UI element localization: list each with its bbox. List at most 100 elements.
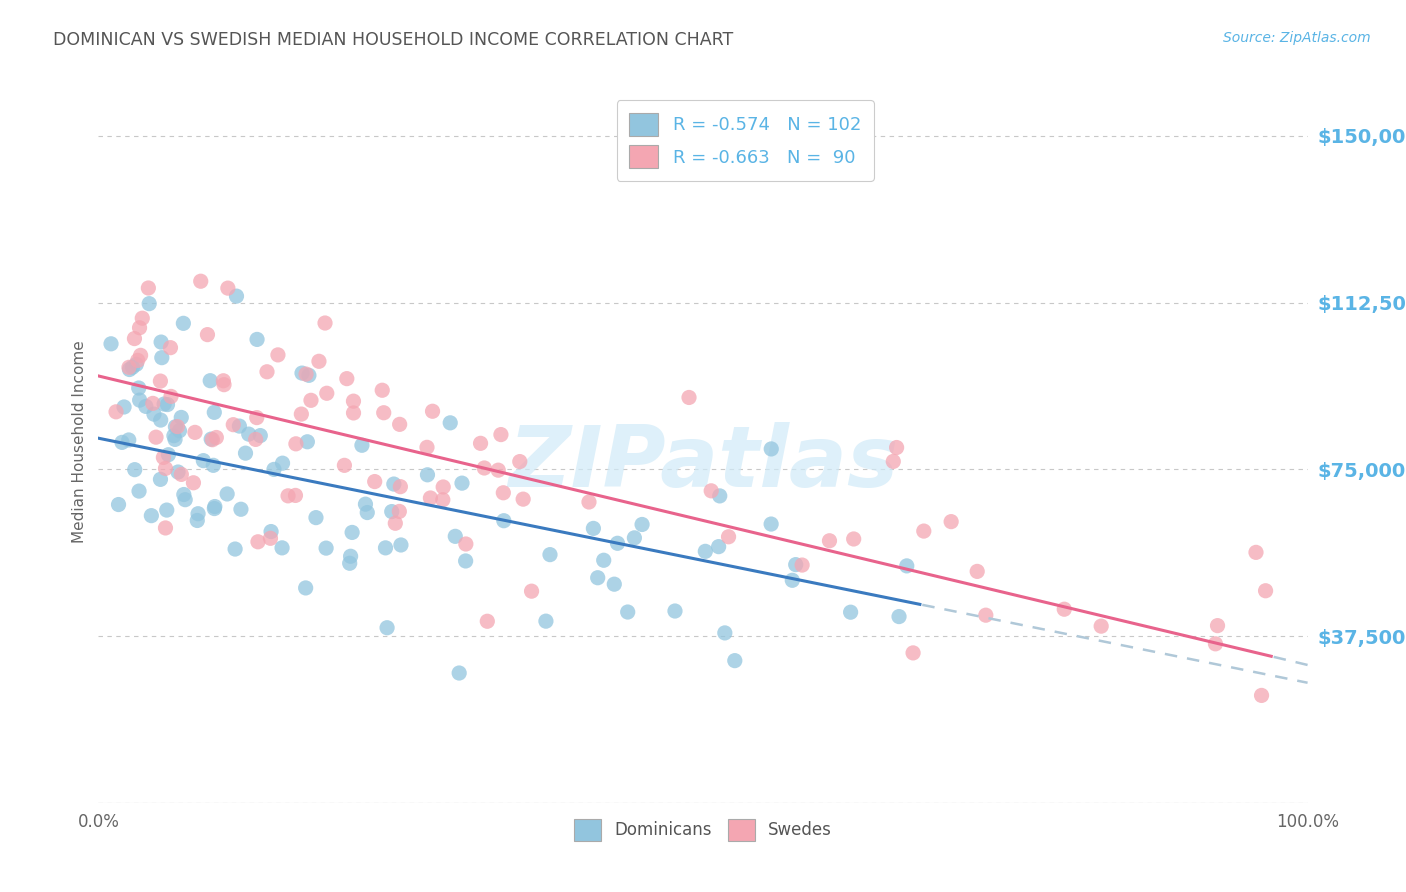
Point xyxy=(534,614,557,628)
Point xyxy=(124,332,146,346)
Point xyxy=(382,477,405,491)
Point xyxy=(201,433,224,447)
Point xyxy=(193,453,215,467)
Point xyxy=(695,544,717,558)
Point xyxy=(156,503,179,517)
Point xyxy=(118,360,141,375)
Point xyxy=(291,366,314,380)
Point xyxy=(782,574,804,588)
Point xyxy=(308,354,330,368)
Point xyxy=(818,533,841,548)
Point xyxy=(205,430,228,444)
Point xyxy=(212,374,235,388)
Point xyxy=(339,549,361,564)
Point xyxy=(212,377,235,392)
Point xyxy=(284,437,307,451)
Point xyxy=(271,541,294,555)
Point xyxy=(419,491,441,505)
Point xyxy=(509,454,531,468)
Point xyxy=(578,495,600,509)
Point xyxy=(1204,637,1226,651)
Point xyxy=(305,510,328,524)
Point xyxy=(124,463,146,477)
Point xyxy=(586,571,609,585)
Point xyxy=(388,417,411,432)
Point xyxy=(371,383,394,397)
Point xyxy=(163,428,186,442)
Point xyxy=(277,489,299,503)
Point xyxy=(356,506,378,520)
Point xyxy=(315,541,337,555)
Point xyxy=(538,548,561,562)
Point xyxy=(939,515,962,529)
Point xyxy=(202,405,225,419)
Point xyxy=(105,405,128,419)
Point xyxy=(631,517,654,532)
Point xyxy=(439,416,461,430)
Point xyxy=(100,336,122,351)
Point xyxy=(200,432,222,446)
Point xyxy=(142,396,165,410)
Point xyxy=(486,463,509,477)
Point xyxy=(887,609,910,624)
Point xyxy=(184,425,207,440)
Point xyxy=(121,360,143,375)
Point xyxy=(295,367,318,381)
Point xyxy=(202,501,225,516)
Point xyxy=(472,461,495,475)
Point xyxy=(350,438,373,452)
Point xyxy=(156,398,179,412)
Point xyxy=(339,556,361,570)
Point xyxy=(284,488,307,502)
Point xyxy=(389,538,412,552)
Point xyxy=(454,554,477,568)
Point xyxy=(187,507,209,521)
Point xyxy=(512,492,534,507)
Point xyxy=(432,492,454,507)
Point xyxy=(294,581,316,595)
Point xyxy=(246,333,269,347)
Point xyxy=(422,404,444,418)
Point xyxy=(170,467,193,482)
Point xyxy=(785,558,807,572)
Point xyxy=(759,517,782,532)
Point xyxy=(1206,618,1229,632)
Point xyxy=(678,391,700,405)
Point xyxy=(603,577,626,591)
Point xyxy=(173,487,195,501)
Point xyxy=(202,458,225,473)
Point xyxy=(152,450,174,465)
Text: DOMINICAN VS SWEDISH MEDIAN HOUSEHOLD INCOME CORRELATION CHART: DOMINICAN VS SWEDISH MEDIAN HOUSEHOLD IN… xyxy=(53,31,734,49)
Point xyxy=(169,424,191,438)
Point xyxy=(267,348,290,362)
Point xyxy=(375,621,398,635)
Point xyxy=(135,400,157,414)
Point xyxy=(112,400,135,414)
Point xyxy=(190,274,212,288)
Point xyxy=(155,461,177,475)
Point xyxy=(454,537,477,551)
Point xyxy=(271,456,294,470)
Point xyxy=(128,381,150,395)
Point xyxy=(520,584,543,599)
Point xyxy=(1254,583,1277,598)
Point xyxy=(225,289,247,303)
Text: Source: ZipAtlas.com: Source: ZipAtlas.com xyxy=(1223,31,1371,45)
Point xyxy=(336,371,359,385)
Point xyxy=(246,534,269,549)
Point xyxy=(145,430,167,444)
Point xyxy=(107,498,129,512)
Point xyxy=(416,441,439,455)
Point xyxy=(131,311,153,326)
Point xyxy=(374,541,396,555)
Point xyxy=(623,531,645,545)
Point xyxy=(128,393,150,408)
Point xyxy=(416,467,439,482)
Point xyxy=(217,487,239,501)
Point xyxy=(709,489,731,503)
Point xyxy=(714,626,737,640)
Point xyxy=(118,362,141,376)
Point xyxy=(235,446,257,460)
Point xyxy=(141,508,163,523)
Point xyxy=(882,454,904,468)
